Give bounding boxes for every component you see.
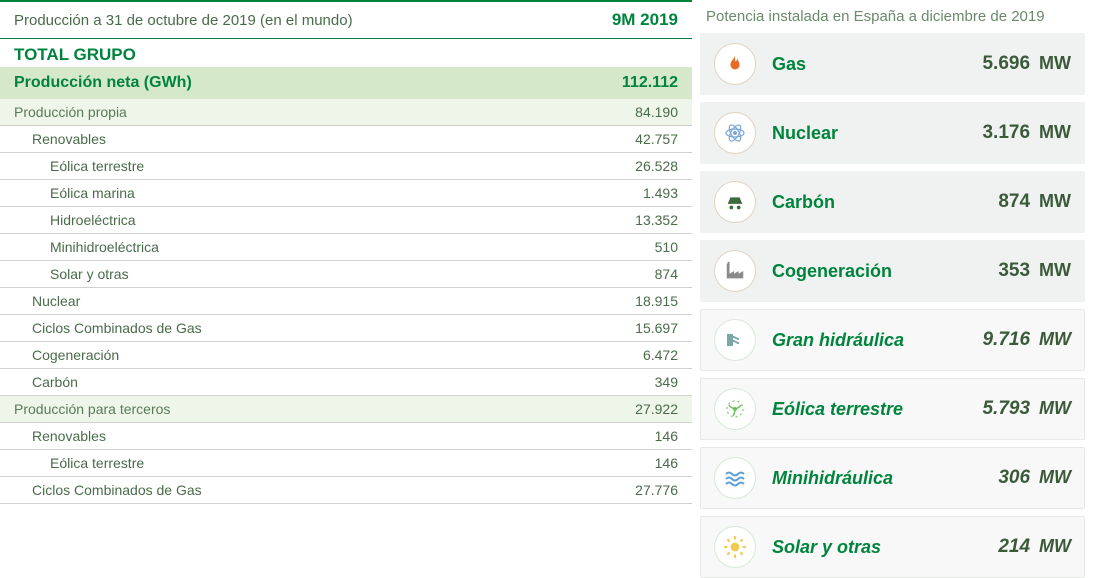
card-value: 353 MW (998, 260, 1071, 282)
waves-icon (714, 457, 756, 499)
table-row: Eólica terrestre 146 (0, 450, 692, 477)
section-title: TOTAL GRUPO (0, 39, 692, 67)
row-value: 18.915 (635, 293, 678, 309)
capacity-title: Potencia instalada en España a diciembre… (700, 4, 1085, 33)
capacity-cards: Gas5.696 MW Nuclear3.176 MW Carbón874 MW Co… (700, 33, 1085, 578)
card-label: Gas (772, 54, 982, 75)
dam-icon (714, 319, 756, 361)
table-row: Producción propia 84.190 (0, 99, 692, 126)
row-label: Minihidroeléctrica (14, 239, 159, 255)
row-label: Producción para terceros (14, 401, 170, 417)
row-value: 146 (655, 428, 678, 444)
capacity-panel: Potencia instalada en España a diciembre… (692, 0, 1093, 558)
card-value: 5.793 MW (982, 398, 1071, 420)
card-value: 874 MW (998, 191, 1071, 213)
table-row: Producción neta (GWh) 112.112 (0, 67, 692, 99)
row-label: Eólica terrestre (14, 455, 144, 471)
cart-icon (714, 181, 756, 223)
card-label: Gran hidráulica (772, 330, 982, 351)
card-label: Carbón (772, 192, 998, 213)
row-label: Renovables (14, 131, 106, 147)
row-label: Renovables (14, 428, 106, 444)
row-label: Nuclear (14, 293, 80, 309)
card-label: Solar y otras (772, 537, 998, 558)
card-label: Cogeneración (772, 261, 998, 282)
table-row: Nuclear 18.915 (0, 288, 692, 315)
row-value: 84.190 (635, 104, 678, 120)
row-value: 42.757 (635, 131, 678, 147)
row-value: 349 (655, 374, 678, 390)
card-value: 306 MW (998, 467, 1071, 489)
card-label: Nuclear (772, 123, 982, 144)
atom-icon (714, 112, 756, 154)
row-label: Eólica terrestre (14, 158, 144, 174)
wind-icon (714, 388, 756, 430)
row-label: Ciclos Combinados de Gas (14, 320, 202, 336)
row-value: 874 (655, 266, 678, 282)
table-row: Ciclos Combinados de Gas 15.697 (0, 315, 692, 342)
table-row: Eólica marina 1.493 (0, 180, 692, 207)
table-row: Solar y otras 874 (0, 261, 692, 288)
capacity-card: Minihidráulica306 MW (700, 447, 1085, 509)
sun-icon (714, 526, 756, 568)
flame-icon (714, 43, 756, 85)
capacity-card: Gas5.696 MW (700, 33, 1085, 95)
capacity-card: Gran hidráulica9.716 MW (700, 309, 1085, 371)
factory-icon (714, 250, 756, 292)
row-value: 1.493 (643, 185, 678, 201)
row-label: Solar y otras (14, 266, 129, 282)
row-value: 27.776 (635, 482, 678, 498)
card-value: 5.696 MW (982, 53, 1071, 75)
row-value: 15.697 (635, 320, 678, 336)
table-row: Minihidroeléctrica 510 (0, 234, 692, 261)
row-value: 146 (655, 455, 678, 471)
capacity-card: Nuclear3.176 MW (700, 102, 1085, 164)
row-label: Carbón (14, 374, 78, 390)
row-label: Cogeneración (14, 347, 119, 363)
row-value: 26.528 (635, 158, 678, 174)
row-value: 112.112 (622, 74, 678, 92)
table-row: Carbón 349 (0, 369, 692, 396)
table-row: Hidroeléctrica 13.352 (0, 207, 692, 234)
table-rows: Producción neta (GWh) 112.112 Producción p… (0, 67, 692, 504)
table-row: Renovables 146 (0, 423, 692, 450)
table-header: Producción a 31 de octubre de 2019 (en e… (0, 0, 692, 39)
table-row: Cogeneración 6.472 (0, 342, 692, 369)
capacity-card: Cogeneración353 MW (700, 240, 1085, 302)
table-row: Eólica terrestre 26.528 (0, 153, 692, 180)
capacity-card: Carbón874 MW (700, 171, 1085, 233)
row-label: Hidroeléctrica (14, 212, 136, 228)
card-value: 3.176 MW (982, 122, 1071, 144)
capacity-card: Solar y otras214 MW (700, 516, 1085, 578)
header-period: 9M 2019 (612, 10, 678, 30)
card-value: 214 MW (998, 536, 1071, 558)
card-label: Eólica terrestre (772, 399, 982, 420)
row-label: Ciclos Combinados de Gas (14, 482, 202, 498)
row-label: Producción propia (14, 104, 127, 120)
row-value: 6.472 (643, 347, 678, 363)
capacity-card: Eólica terrestre5.793 MW (700, 378, 1085, 440)
row-value: 27.922 (635, 401, 678, 417)
table-row: Ciclos Combinados de Gas 27.776 (0, 477, 692, 504)
card-label: Minihidráulica (772, 468, 998, 489)
row-value: 510 (655, 239, 678, 255)
row-value: 13.352 (635, 212, 678, 228)
production-table: Producción a 31 de octubre de 2019 (en e… (0, 0, 692, 558)
header-title: Producción a 31 de octubre de 2019 (en e… (14, 12, 353, 29)
card-value: 9.716 MW (982, 329, 1071, 351)
table-row: Producción para terceros 27.922 (0, 396, 692, 423)
row-label: Producción neta (GWh) (14, 74, 192, 92)
table-row: Renovables 42.757 (0, 126, 692, 153)
row-label: Eólica marina (14, 185, 135, 201)
